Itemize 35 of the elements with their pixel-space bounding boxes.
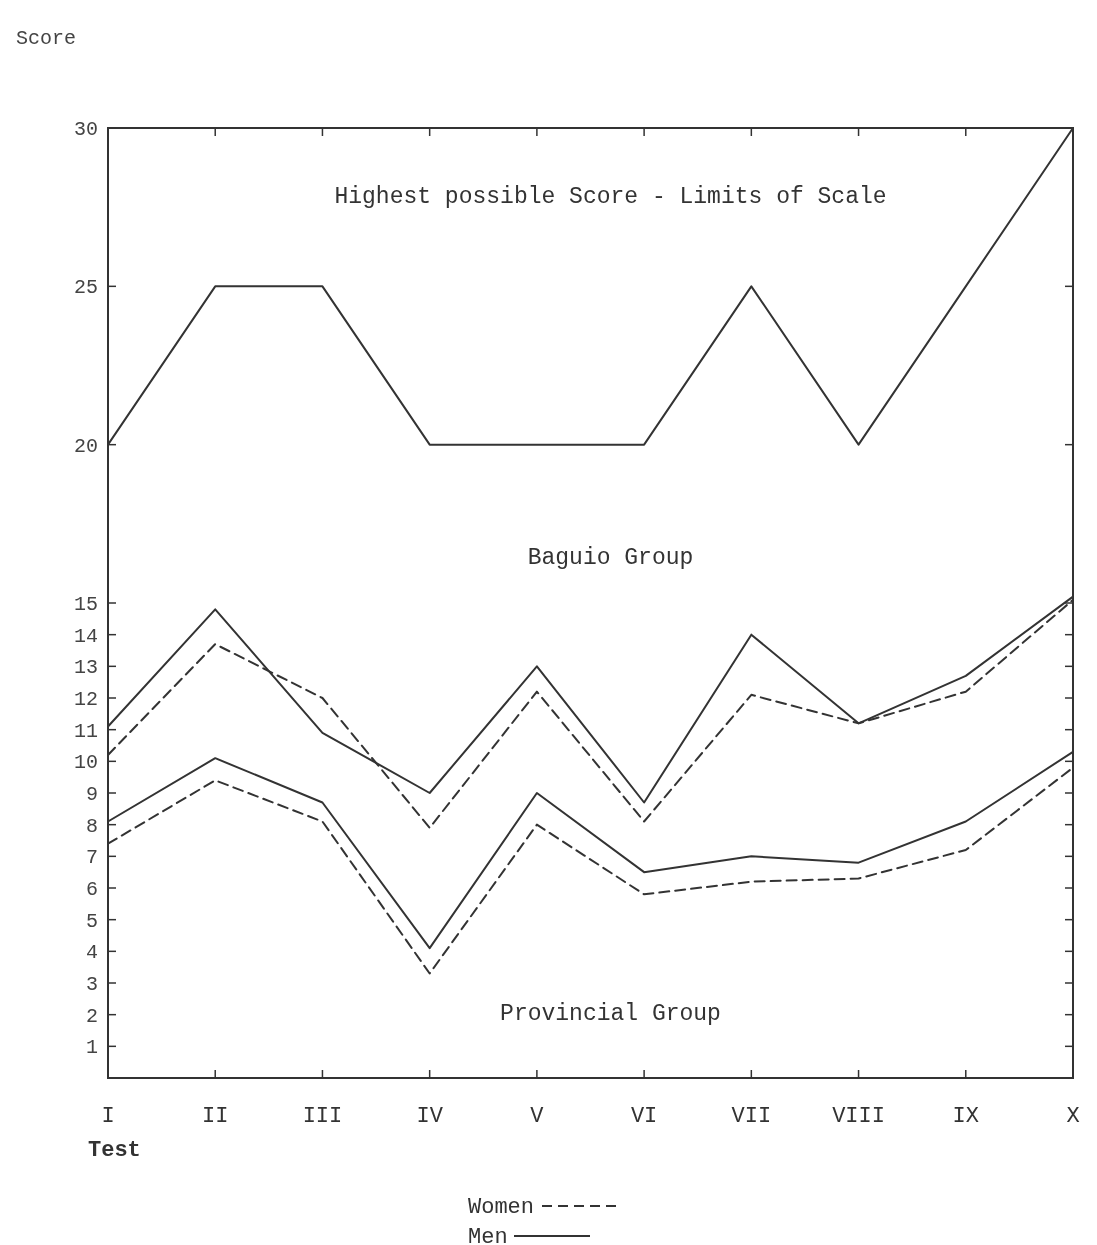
- y-tick-label: 3: [85, 973, 98, 996]
- y-tick-label: 30: [73, 118, 98, 141]
- y-tick-label: 5: [85, 909, 98, 933]
- y-tick-label: 6: [85, 878, 98, 901]
- x-tick-label: VI: [630, 1104, 658, 1129]
- y-tick-label: 11: [73, 719, 98, 743]
- annotation: Highest possible Score - Limits of Scale: [334, 183, 887, 210]
- x-tick-label: X: [1066, 1104, 1080, 1129]
- y-tick-label: 8: [85, 814, 98, 838]
- x-tick-label: II: [202, 1104, 229, 1129]
- y-tick-label: 12: [73, 688, 98, 711]
- y-tick-label: 20: [73, 434, 98, 458]
- y-tick-label: 4: [85, 941, 98, 965]
- y-tick-label: 13: [73, 656, 98, 680]
- x-tick-label: IV: [416, 1104, 444, 1129]
- y-tick-label: 1: [85, 1036, 98, 1060]
- y-axis-title: Score: [16, 27, 77, 50]
- x-tick-label: VII: [731, 1104, 772, 1129]
- x-tick-label: IX: [952, 1104, 979, 1129]
- y-tick-label: 25: [73, 276, 98, 300]
- legend-label: Women: [468, 1195, 535, 1220]
- annotation: Provincial Group: [500, 1000, 721, 1027]
- x-tick-label: I: [101, 1104, 115, 1129]
- legend-label: Men: [468, 1225, 508, 1245]
- x-tick-label: V: [530, 1104, 545, 1129]
- x-tick-label: VIII: [832, 1104, 885, 1129]
- x-tick-label: III: [302, 1104, 343, 1129]
- y-tick-label: 10: [73, 751, 98, 775]
- annotation: Baguio Group: [527, 544, 694, 571]
- x-axis-title: Test: [88, 1138, 141, 1163]
- y-tick-label: 14: [73, 624, 98, 648]
- y-tick-label: 7: [85, 846, 98, 870]
- y-tick-label: 9: [85, 783, 98, 806]
- y-tick-label: 2: [85, 1004, 98, 1028]
- y-tick-label: 15: [73, 593, 98, 616]
